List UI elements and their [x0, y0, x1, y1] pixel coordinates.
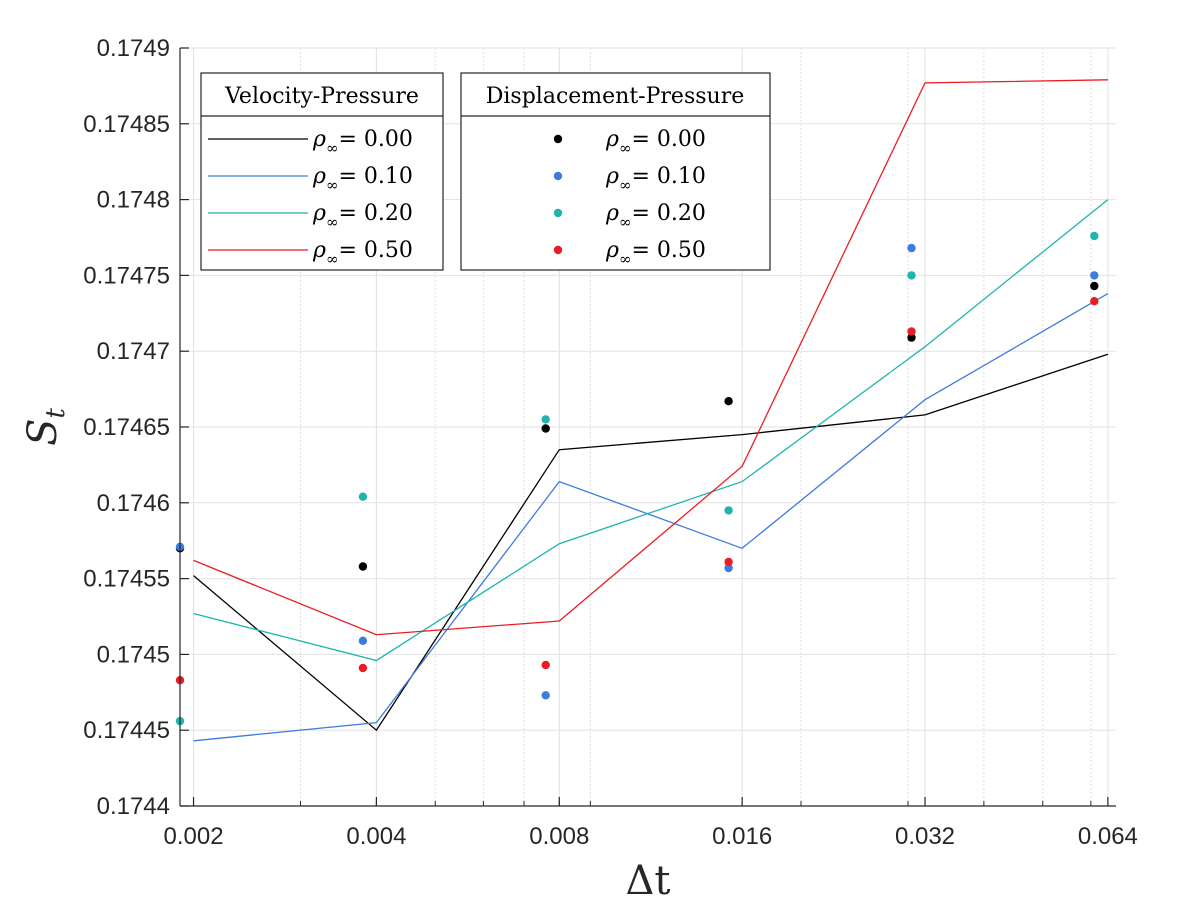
x-tick-label: 0.008: [529, 823, 589, 850]
legend-velocity-label-rho-0.20: ρ∞= 0.20: [312, 201, 413, 231]
data-point-rho-0.00: [541, 424, 550, 433]
y-tick-label: 0.17445: [83, 717, 170, 744]
legend-displacement-label-rho-0.50: ρ∞= 0.50: [605, 238, 706, 268]
tick-labels: 0.1744 0.17445 0.1745 0.17455 0.1746 0.17465 0…: [83, 35, 1138, 850]
data-point-rho-0.10: [358, 636, 368, 645]
y-tick-label: 0.17475: [83, 262, 170, 289]
data-point-rho-0.50: [1090, 297, 1099, 306]
data-point-rho-0.00: [724, 397, 733, 406]
x-tick-label: 0.032: [895, 823, 955, 850]
data-point-rho-0.50: [724, 557, 733, 567]
legend-velocity-title: Velocity-Pressure: [224, 84, 419, 109]
y-tick-label: 0.1745: [97, 641, 170, 668]
data-point-rho-0.50: [907, 327, 916, 336]
data-point-rho-0.00: [358, 562, 368, 571]
y-tick-label: 0.1747: [97, 338, 170, 365]
legend-marker-swatch-rho-0.50: [553, 245, 563, 255]
line-series-rho-0.50: [193, 79, 1108, 636]
y-axis-label: St: [20, 408, 71, 446]
data-point-rho-0.10: [1090, 271, 1099, 280]
y-tick-label: 0.17455: [83, 566, 170, 593]
x-tick-label: 0.064: [1078, 823, 1138, 850]
data-point-rho-0.50: [541, 660, 550, 670]
data-point-rho-0.20: [1090, 231, 1099, 241]
data-point-rho-0.10: [541, 691, 550, 700]
data-point-rho-0.00: [1090, 281, 1099, 291]
data-point-rho-0.00: [907, 333, 916, 342]
marker-series-group: [175, 231, 1099, 726]
y-tick-label: 0.1746: [97, 490, 170, 517]
x-axis-label: Δt: [626, 858, 671, 904]
legend-displacement-title: Displacement-Pressure: [486, 84, 745, 109]
y-tick-label: 0.1744: [97, 793, 170, 820]
legend-marker-swatch-rho-0.20: [553, 208, 563, 218]
legend-marker-swatch-rho-0.10: [553, 171, 563, 181]
y-tick-label: 0.17485: [83, 111, 170, 138]
legend-velocity-label-rho-0.10: ρ∞= 0.10: [312, 164, 413, 194]
data-point-rho-0.20: [541, 415, 550, 424]
legend-displacement-label-rho-0.00: ρ∞= 0.00: [605, 127, 706, 157]
x-tick-label: 0.004: [346, 823, 406, 850]
legend-marker-swatch-rho-0.00: [553, 134, 563, 144]
data-point-rho-0.10: [907, 243, 916, 253]
legend-displacement-label-rho-0.20: ρ∞= 0.20: [605, 201, 706, 231]
legend-velocity-label-rho-0.50: ρ∞= 0.50: [312, 238, 413, 268]
line-series-group: [193, 79, 1109, 742]
y-tick-label: 0.1748: [97, 187, 170, 214]
data-point-rho-0.50: [358, 663, 368, 673]
line-series-rho-0.10: [193, 293, 1109, 742]
legend-velocity-label-rho-0.00: ρ∞= 0.00: [312, 127, 413, 157]
y-tick-label: 0.1749: [97, 35, 170, 62]
x-tick-label: 0.016: [712, 823, 772, 850]
legend-velocity-box: [200, 72, 444, 271]
tick-marks: [180, 47, 1109, 807]
line-series-rho-0.20: [193, 199, 1109, 662]
line-series-rho-0.00: [193, 353, 1109, 732]
data-point-rho-0.20: [358, 492, 368, 501]
data-point-rho-0.20: [724, 506, 733, 515]
legend-velocity-pressure: Velocity-Pressure ρ∞= 0.00 ρ∞= 0.10 ρ∞= 0.…: [200, 72, 444, 271]
legend-displacement-box: [460, 72, 771, 271]
legend-displacement-pressure: Displacement-Pressure ρ∞= 0.00 ρ∞= 0.10 ρ∞…: [460, 72, 771, 271]
data-point-rho-0.20: [907, 271, 916, 280]
data-point-rho-0.10: [724, 563, 733, 573]
legend-displacement-label-rho-0.10: ρ∞= 0.10: [605, 164, 706, 194]
y-tick-label: 0.17465: [83, 414, 170, 441]
x-tick-label: 0.002: [164, 823, 224, 850]
